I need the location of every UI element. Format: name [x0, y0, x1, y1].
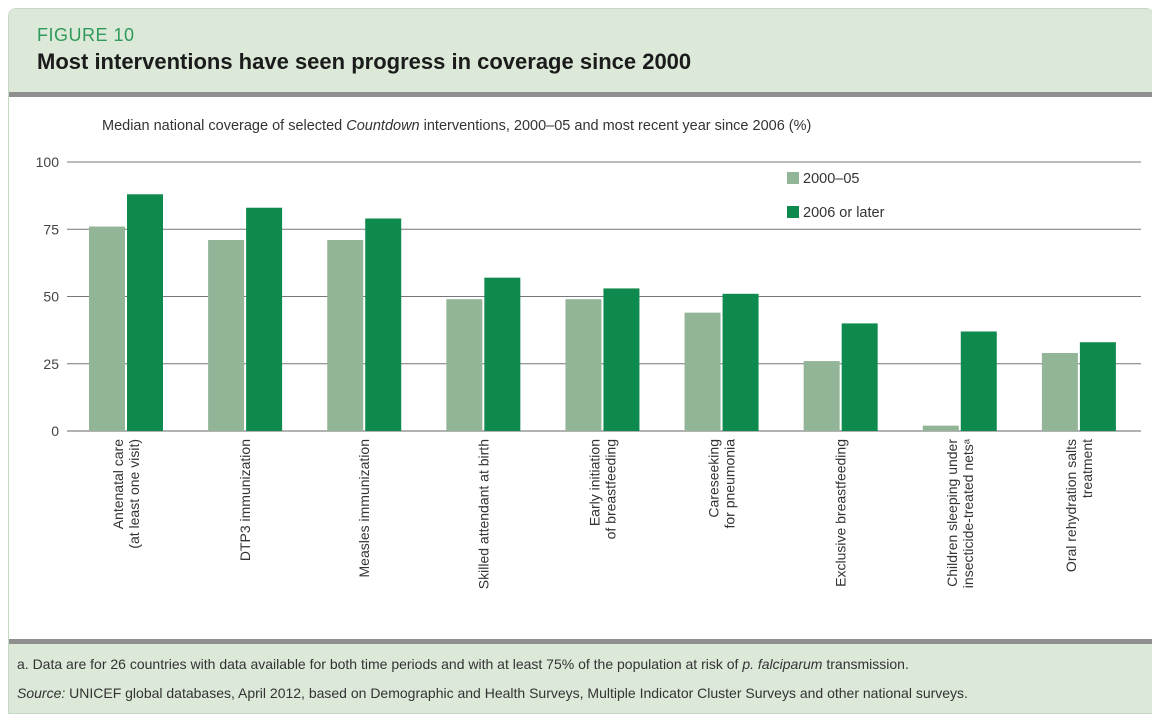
chart-title: Most interventions have seen progress in… — [37, 49, 692, 74]
figure-frame: FIGURE 10 Most interventions have seen p… — [8, 8, 1152, 714]
bar-2000-05 — [565, 299, 602, 431]
y-tick-label: 100 — [36, 154, 60, 170]
bar-2006-or-later — [722, 293, 759, 431]
bar-2000-05 — [1041, 352, 1078, 431]
bar-2000-05 — [327, 240, 364, 431]
chart-subtitle: Median national coverage of selected Cou… — [102, 118, 811, 134]
legend-label: 2006 or later — [803, 205, 885, 221]
category-label-line: DTP3 immunization — [237, 439, 253, 561]
category-label: DTP3 immunization — [237, 439, 253, 561]
category-label-line: Measles immunization — [356, 439, 372, 578]
bar-2006-or-later — [127, 194, 163, 431]
category-label-line: Antenatal care — [110, 439, 126, 529]
category-label-line: Children sleeping under — [944, 439, 960, 587]
category-label: Oral rehydration saltstreatment — [1063, 439, 1095, 572]
category-label-line: Early initiation — [586, 439, 602, 526]
category-label: Antenatal care(at least one visit) — [110, 439, 142, 549]
bar-2000-05 — [803, 361, 840, 431]
bar-2006-or-later — [603, 288, 640, 431]
y-tick-label: 75 — [43, 221, 59, 237]
legend-label: 2000–05 — [803, 171, 859, 187]
category-label-line: Skilled attendant at birth — [475, 439, 491, 589]
bar-2000-05 — [89, 226, 125, 431]
category-label-line: (at least one visit) — [126, 439, 142, 549]
header-divider — [9, 92, 1152, 97]
bar-2000-05 — [684, 312, 721, 431]
bar-chart: 0 25 50 75 100 Antenatal care(at least one vi… — [36, 154, 1141, 589]
source-label: Source: — [17, 685, 66, 701]
bar-2006-or-later — [1079, 342, 1116, 431]
footnote-suffix: transmission. — [822, 656, 909, 672]
y-tick-label: 0 — [51, 423, 59, 439]
y-tick-label: 25 — [43, 356, 59, 372]
figure-label: FIGURE 10 — [37, 25, 135, 45]
bar-2006-or-later — [365, 218, 402, 431]
bar-2006-or-later — [484, 277, 521, 431]
subtitle-text-after: interventions, 2000–05 and most recent y… — [419, 118, 812, 134]
bar-2000-05 — [922, 425, 959, 431]
category-label-line: Careseeking — [706, 439, 722, 518]
bar-2006-or-later — [960, 331, 997, 431]
category-label: Skilled attendant at birth — [475, 439, 491, 589]
category-label-line: treatment — [1079, 439, 1095, 498]
category-label-line: insecticide-treated netsᵃ — [960, 438, 976, 588]
legend-swatch — [787, 172, 799, 184]
category-label-line: for pneumonia — [722, 439, 738, 529]
bar-2006-or-later — [246, 207, 283, 431]
source-text: UNICEF global databases, April 2012, bas… — [65, 685, 968, 701]
footnote: a. Data are for 26 countries with data a… — [17, 656, 909, 672]
bar-2006-or-later — [841, 323, 878, 431]
category-label-line: Exclusive breastfeeding — [833, 439, 849, 587]
figure-footer: a. Data are for 26 countries with data a… — [9, 644, 1152, 713]
bar-2000-05 — [208, 240, 245, 431]
footer-divider — [9, 639, 1152, 644]
footnote-prefix: a. Data are for 26 countries with data a… — [17, 656, 743, 672]
bar-2000-05 — [446, 299, 483, 431]
source-note: Source: UNICEF global databases, April 2… — [17, 685, 968, 701]
category-label: Careseekingfor pneumonia — [706, 439, 738, 529]
category-label-line: of breastfeeding — [602, 439, 618, 539]
category-label: Measles immunization — [356, 439, 372, 578]
legend-swatch — [787, 206, 799, 218]
subtitle-text-italic: Countdown — [346, 118, 420, 134]
category-label: Exclusive breastfeeding — [833, 439, 849, 587]
footnote-italic: p. falciparum — [742, 656, 823, 672]
category-label: Early initiationof breastfeeding — [586, 439, 618, 539]
category-label-line: Oral rehydration salts — [1063, 439, 1079, 572]
category-label: Children sleeping underinsecticide-treat… — [944, 438, 976, 588]
y-tick-label: 50 — [43, 289, 59, 305]
subtitle-text-before: Median national coverage of selected — [102, 118, 347, 134]
figure-header: FIGURE 10 Most interventions have seen p… — [9, 9, 1152, 92]
